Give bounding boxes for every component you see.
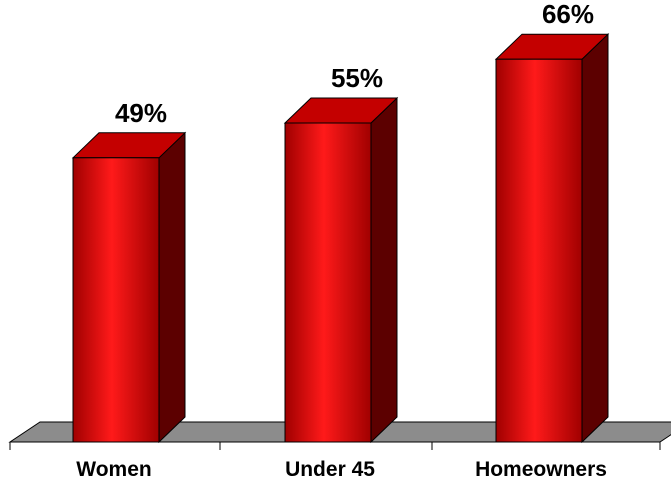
bar-side-face — [581, 33, 609, 444]
bar-side-face — [158, 131, 186, 444]
category-label: Women — [76, 458, 151, 481]
bar-homeowners — [494, 33, 610, 444]
bar-women — [71, 131, 187, 444]
category-label: Homeowners — [475, 458, 607, 481]
data-label: 55% — [331, 63, 383, 93]
category-labels-group: Women Under 45 Homeowners — [76, 458, 607, 481]
bar-side-face — [370, 96, 398, 444]
bar-under-45 — [283, 96, 399, 444]
x-axis-ticks — [9, 442, 661, 450]
bars-group — [71, 33, 610, 444]
category-label: Under 45 — [285, 458, 375, 481]
bar-front-face — [495, 58, 583, 443]
data-label: 66% — [542, 0, 594, 29]
bar-front-face — [284, 122, 372, 443]
data-labels-group: 49% 55% 66% — [115, 0, 594, 128]
bar-front-face — [72, 157, 160, 443]
data-label: 49% — [115, 98, 167, 128]
